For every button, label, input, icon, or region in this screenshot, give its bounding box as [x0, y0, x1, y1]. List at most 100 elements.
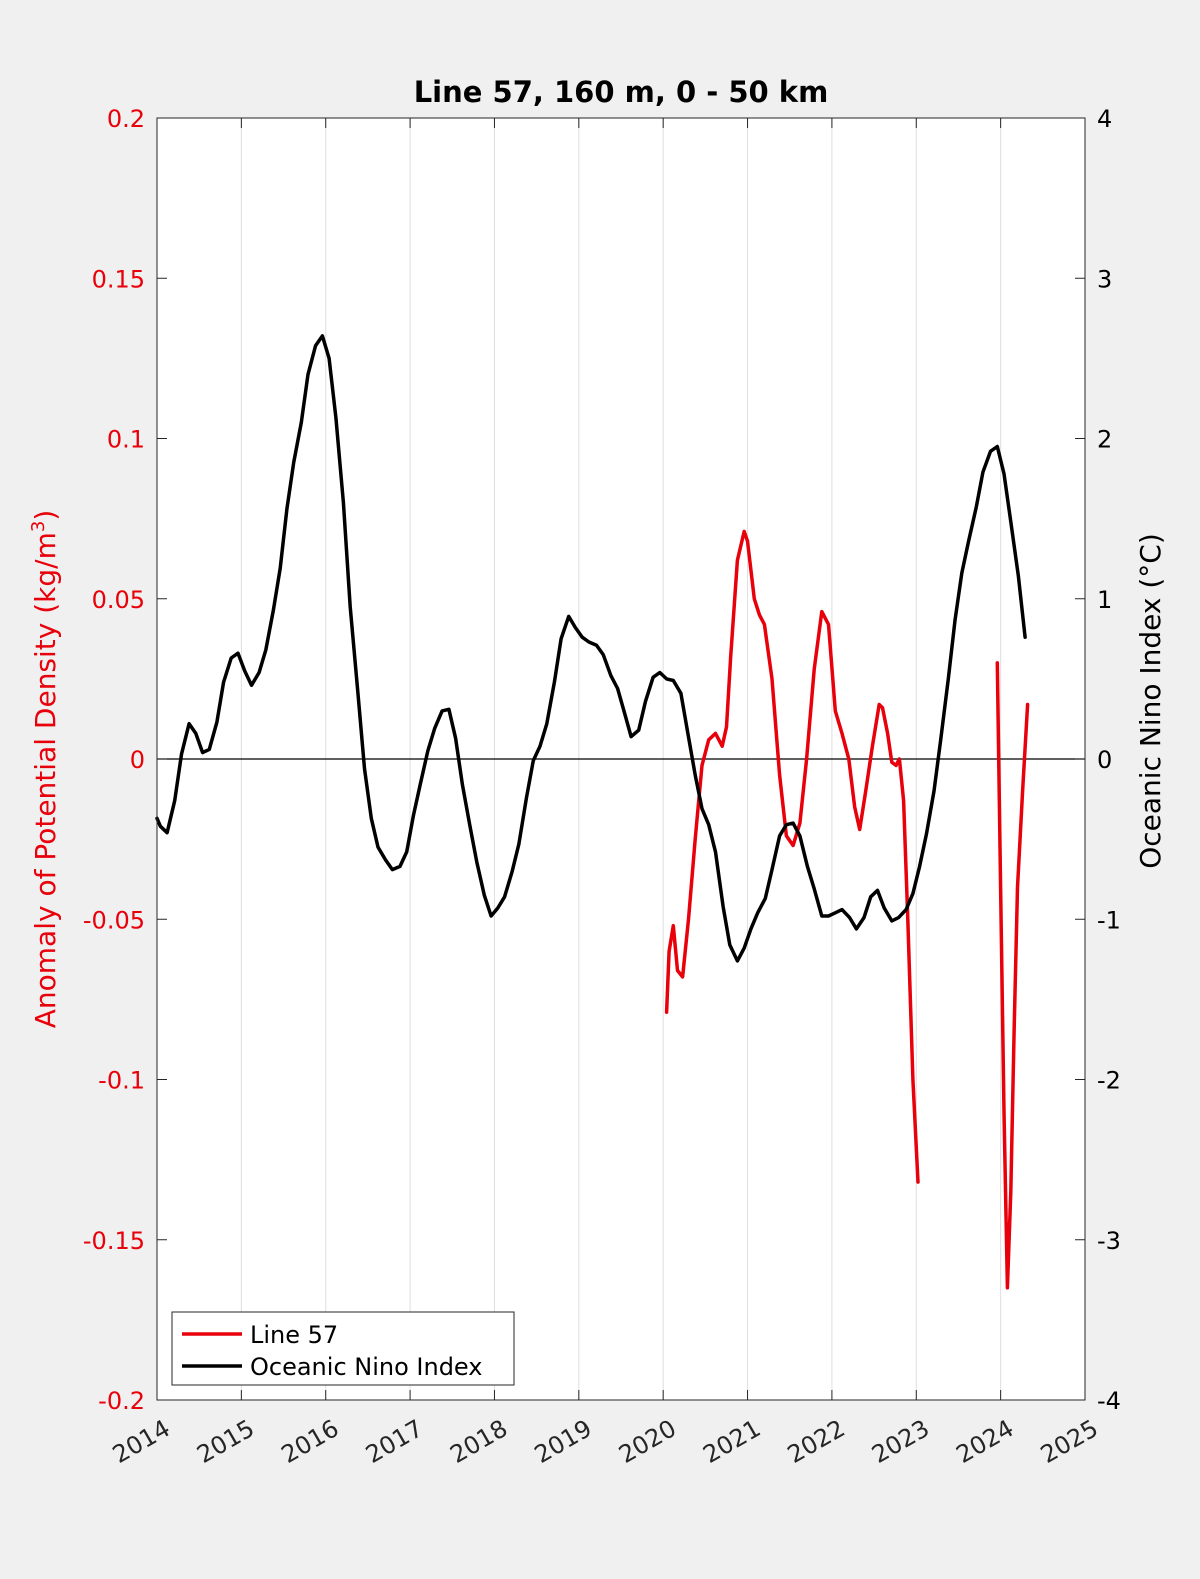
oni-data-point	[595, 644, 598, 646]
line-57-data-point	[1027, 703, 1029, 706]
legend: Line 57 Oceanic Nino Index	[171, 1311, 515, 1386]
line-57-data-point	[854, 806, 856, 808]
oni-data-point	[827, 915, 830, 917]
line-57-data-point	[730, 655, 732, 658]
y-left-tick-label: 0.15	[92, 265, 145, 293]
grid-lines	[157, 118, 1085, 1400]
line-57-data-point	[806, 758, 808, 760]
line-57-data-point	[907, 918, 909, 920]
oni-data-point	[940, 739, 942, 741]
oni-data-point	[855, 928, 858, 930]
y-right-tick-label: -2	[1097, 1067, 1121, 1095]
oni-data-point	[694, 774, 696, 776]
oni-data-point	[406, 851, 408, 853]
oni-data-point	[208, 748, 210, 751]
oni-data-point	[174, 800, 176, 802]
oni-data-point	[293, 461, 295, 464]
oni-data-point	[870, 896, 872, 898]
oni-data-point	[722, 905, 724, 908]
oni-data-point	[511, 870, 513, 872]
oni-data-point	[919, 865, 921, 868]
oni-data-point	[771, 869, 773, 871]
oni-data-point	[377, 846, 379, 848]
oni-data-point	[1024, 636, 1026, 638]
oni-data-point	[933, 790, 935, 792]
line-57-data-point	[694, 838, 696, 840]
oni-data-point	[166, 832, 168, 834]
oni-data-point	[307, 373, 309, 375]
line-57-data-point	[891, 761, 893, 763]
line-57-data-point	[881, 707, 884, 709]
oni-data-point	[469, 825, 471, 827]
oni-data-point	[180, 753, 183, 755]
oni-data-point	[342, 502, 344, 504]
oni-data-point	[497, 907, 499, 909]
line-57-data-point	[746, 540, 749, 542]
oni-data-point	[1003, 473, 1005, 475]
y-left-tick-label: -0.1	[98, 1067, 145, 1095]
line-57-data-point	[708, 739, 710, 741]
line-57-data-point	[1016, 886, 1019, 888]
oni-data-point	[315, 345, 317, 347]
line-57-data-point	[779, 774, 781, 776]
y-right-tick-label: 0	[1097, 746, 1112, 774]
oni-data-point	[687, 731, 689, 733]
oni-data-point	[286, 508, 288, 510]
line-57-data-point	[859, 828, 861, 831]
line-57-data-point	[771, 678, 773, 680]
oni-data-point	[588, 641, 590, 643]
y-right-tick-label: 3	[1097, 265, 1112, 293]
oni-data-point	[743, 947, 745, 949]
oni-data-point	[764, 897, 766, 900]
oni-data-point	[602, 654, 604, 656]
oni-data-point	[659, 671, 661, 674]
y-left-tick-label: 0.2	[107, 105, 145, 133]
oni-data-point	[321, 335, 323, 337]
oni-data-point	[490, 915, 492, 917]
oni-data-point	[630, 736, 632, 738]
oni-data-point	[652, 676, 654, 678]
oni-data-point	[279, 567, 281, 569]
oni-data-point	[574, 627, 577, 629]
oni-data-point	[525, 796, 528, 799]
oni-data-point	[385, 859, 387, 861]
line-57-data-point	[792, 844, 794, 847]
y-left-tick-label: -0.05	[83, 906, 145, 934]
oni-data-point	[349, 606, 351, 608]
oni-data-point	[1010, 521, 1012, 523]
oni-data-point	[244, 670, 246, 672]
line-57-data-point	[736, 559, 739, 561]
line-57-data-point	[763, 623, 766, 626]
oni-data-point	[947, 678, 949, 680]
line-57-data-point	[743, 530, 745, 533]
oni-data-point	[968, 540, 970, 542]
y-left-tick-label: -0.2	[98, 1387, 145, 1415]
y-left-tick-label: 0	[130, 746, 145, 774]
oni-data-point	[672, 679, 674, 682]
oni-data-point	[216, 721, 218, 723]
line-57-data-point	[714, 732, 717, 735]
oni-data-point	[799, 835, 801, 837]
line-57-data-point	[666, 1011, 668, 1013]
oni-data-point	[195, 732, 197, 735]
oni-data-point	[412, 814, 415, 816]
line-57-data-point	[721, 745, 723, 747]
oni-data-point	[300, 421, 302, 424]
oni-data-point	[925, 833, 928, 835]
oni-data-point	[335, 417, 337, 419]
legend-label-oni: Oceanic Nino Index	[250, 1353, 482, 1381]
oni-data-point	[736, 960, 739, 962]
line-57-data-point	[687, 918, 690, 920]
y-right-tick-label: 2	[1097, 426, 1112, 454]
y-axis-label-left-main: Anomaly of Potential Density (kg/m	[29, 532, 62, 1028]
oni-data-point	[876, 889, 879, 892]
oni-data-point	[905, 909, 907, 911]
oni-data-point	[419, 784, 421, 786]
oni-data-point	[476, 861, 478, 863]
line-57-data-point	[865, 790, 867, 792]
oni-data-point	[757, 912, 759, 914]
oni-data-point	[250, 684, 253, 686]
y-right-tick-label: -1	[1097, 906, 1121, 934]
